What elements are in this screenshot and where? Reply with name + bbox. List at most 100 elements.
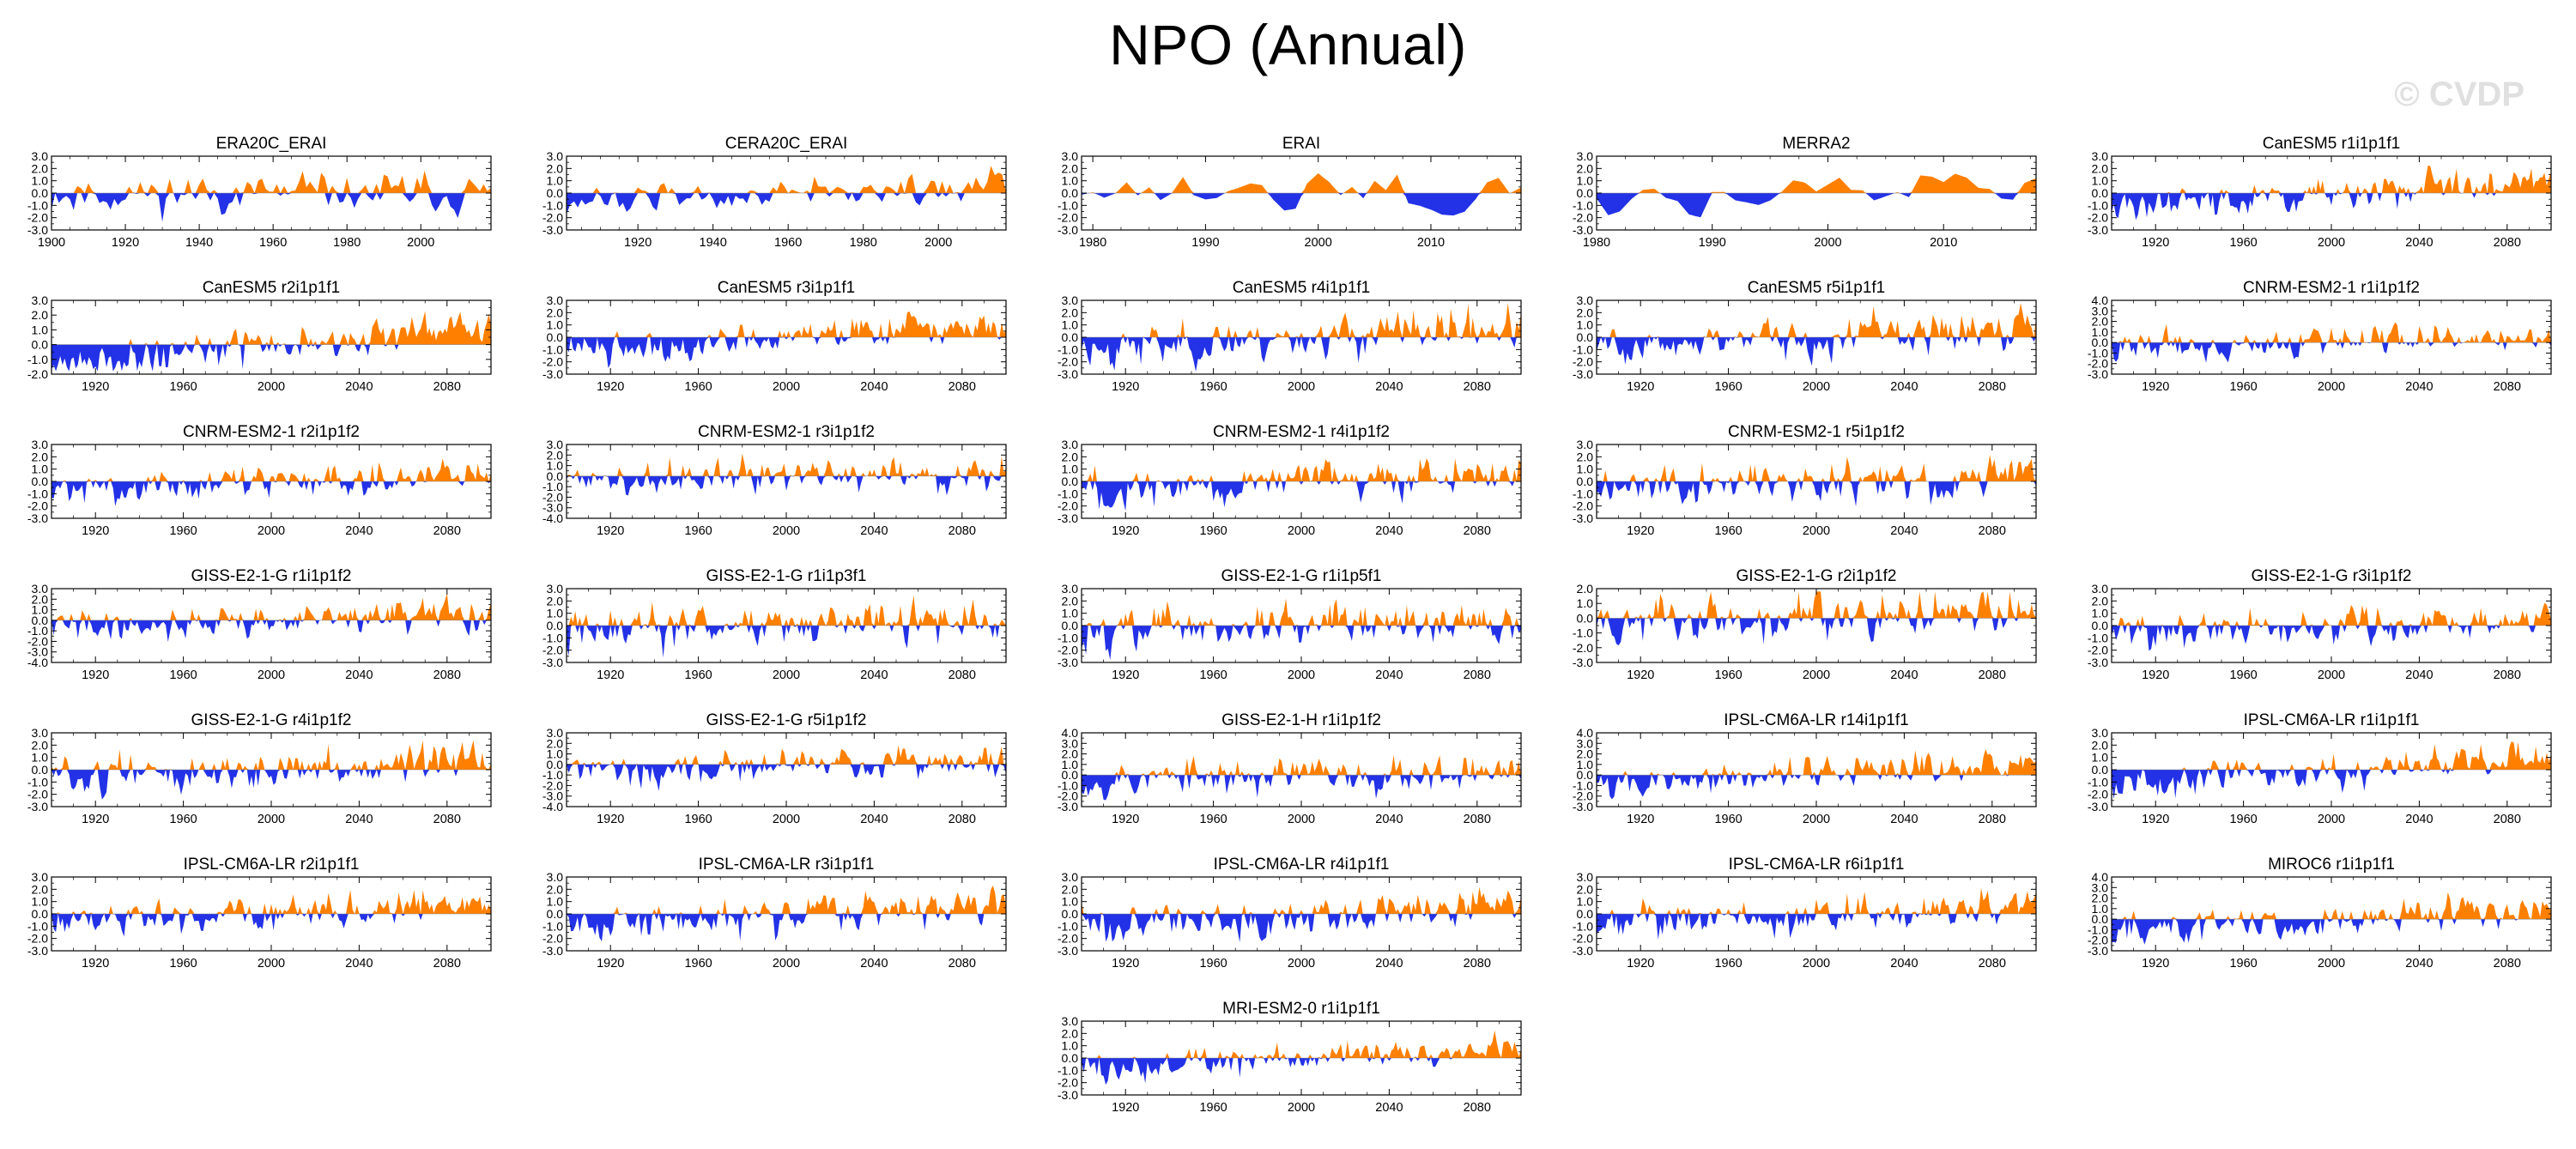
- ytick-label: 3.0: [1577, 870, 1594, 884]
- xtick-label: 2040: [860, 380, 888, 394]
- xtick-label: 2000: [258, 380, 285, 394]
- ytick-label: 3.0: [2092, 726, 2109, 740]
- positive-area: [52, 458, 491, 481]
- xtick-label: 1980: [1583, 236, 1610, 250]
- ytick-label: 3.0: [1062, 582, 1079, 596]
- xtick-label: 1920: [1627, 524, 1654, 538]
- xtick-label: 2040: [345, 668, 373, 682]
- ytick-label: 3.0: [32, 438, 49, 451]
- ytick-label: 4.0: [1577, 726, 1594, 740]
- xtick-label: 2040: [345, 524, 373, 538]
- positive-area: [567, 745, 1006, 765]
- negative-area: [52, 620, 491, 642]
- xtick-label: 1920: [1627, 668, 1654, 682]
- ytick-label: 3.0: [547, 870, 564, 884]
- xtick-label: 2080: [1464, 813, 1491, 826]
- xtick-label: 1960: [169, 957, 197, 971]
- ytick-label: 0.0: [2092, 912, 2109, 926]
- ytick-label: -3.0: [1058, 944, 1078, 958]
- ytick-label: 3.0: [1062, 870, 1079, 884]
- ytick-label: 1.0: [547, 747, 564, 761]
- xtick-label: 2000: [773, 813, 800, 826]
- panel-mri-esm2-0-r1i1p1f1: MRI-ESM2-0 r1i1p1f1 3.02.01.00.0-1.0-2.0-…: [1058, 1000, 1522, 1115]
- ytick-label: -3.0: [2088, 944, 2108, 958]
- positive-area: [1082, 172, 1521, 193]
- xtick-label: 1990: [1191, 236, 1219, 250]
- ytick-label: -1.0: [27, 487, 48, 500]
- panel-title: GISS-E2-1-G r5i1p1f2: [706, 711, 867, 729]
- xtick-label: 2000: [1288, 668, 1315, 682]
- xtick-label: 1940: [185, 236, 213, 250]
- ytick-label: -2.0: [542, 355, 563, 369]
- xtick-label: 2000: [1288, 380, 1315, 394]
- ytick-label: -2.0: [1058, 355, 1078, 369]
- ytick-label: 0.0: [1062, 330, 1079, 344]
- xtick-label: 2080: [949, 957, 976, 971]
- negative-area: [1082, 1058, 1521, 1086]
- ytick-label: -2.0: [542, 778, 563, 792]
- xtick-label: 1980: [333, 236, 361, 250]
- xtick-label: 2000: [1814, 236, 1841, 250]
- panel-title: ERAI: [1282, 135, 1320, 153]
- xtick-label: 1960: [684, 380, 712, 394]
- ytick-label: 0.0: [1062, 186, 1079, 200]
- ytick-label: -2.0: [27, 634, 48, 648]
- ytick-label: 1.0: [1062, 318, 1079, 332]
- xtick-label: 1960: [169, 380, 197, 394]
- panel-cnrm-esm2-1-r1i1p1f2: CNRM-ESM2-1 r1i1p1f24.03.02.01.00.0-1.0-…: [2088, 279, 2552, 394]
- xtick-label: 2080: [1979, 380, 2006, 394]
- xtick-label: 2040: [1890, 380, 1918, 394]
- xtick-label: 2000: [258, 813, 285, 826]
- ytick-label: 2.0: [547, 594, 564, 608]
- panel-canesm5-r3i1p1f1: CanESM5 r3i1p1f1 3.02.01.00.0-1.0-2.0-3.0…: [542, 279, 1007, 394]
- ytick-label: -1.0: [1058, 487, 1078, 500]
- ytick-label: 1.0: [32, 603, 49, 617]
- xtick-label: 1960: [1199, 380, 1227, 394]
- ytick-label: 2.0: [1062, 594, 1079, 608]
- xtick-label: 1920: [2142, 813, 2169, 826]
- ytick-label: 3.0: [1062, 1014, 1079, 1028]
- ytick-label: -1.0: [27, 198, 48, 212]
- ytick-label: -1.0: [27, 775, 48, 789]
- ytick-label: 1.0: [547, 607, 564, 620]
- ytick-label: -2.0: [27, 499, 48, 513]
- xtick-label: 1920: [624, 236, 652, 250]
- ytick-label: -3.0: [1573, 944, 1593, 958]
- plot-frame: [1081, 732, 1522, 807]
- xtick-label: 2000: [1803, 668, 1830, 682]
- ytick-label: -1.0: [1573, 919, 1593, 933]
- panel-title: MIROC6 r1i1p1f1: [2268, 856, 2395, 874]
- ytick-label: -2.0: [542, 644, 563, 657]
- panel-title: CanESM5 r2i1p1f1: [203, 279, 341, 297]
- ytick-label: 2.0: [1577, 450, 1594, 463]
- xtick-label: 2000: [773, 380, 800, 394]
- ytick-label: -2.0: [1058, 644, 1078, 657]
- negative-area: [2112, 770, 2551, 799]
- ytick-label: -2.0: [1573, 932, 1593, 946]
- xtick-label: 1990: [1699, 236, 1726, 250]
- ytick-label: -3.0: [2088, 800, 2108, 813]
- ytick-label: 3.0: [547, 438, 564, 451]
- ytick-label: -1.0: [542, 198, 563, 212]
- panel-ipsl-cm6a-lr-r6i1p1f1: IPSL-CM6A-LR r6i1p1f1 3.02.01.00.0-1.0-2.…: [1573, 856, 2037, 971]
- panel-cnrm-esm2-1-r5i1p1f2: CNRM-ESM2-1 r5i1p1f2 3.02.01.00.0-1.0-2.0…: [1573, 423, 2037, 538]
- negative-area: [2112, 193, 2551, 221]
- positive-area: [52, 311, 491, 345]
- panel-title: ERA20C_ERAI: [216, 135, 327, 153]
- xtick-label: 1920: [2142, 380, 2169, 394]
- xtick-label: 1960: [1199, 957, 1227, 971]
- xtick-label: 1920: [2142, 668, 2169, 682]
- ytick-label: -3.0: [1573, 223, 1593, 237]
- xtick-label: 2080: [2494, 236, 2521, 250]
- panel-title: GISS-E2-1-H r1i1p1f2: [1221, 711, 1381, 729]
- panel-title: CERA20C_ERAI: [725, 135, 848, 153]
- ytick-label: -1.0: [2088, 346, 2108, 360]
- ytick-label: 2.0: [2092, 738, 2109, 752]
- ytick-label: -3.0: [1058, 223, 1078, 237]
- ytick-label: 0.0: [32, 907, 49, 921]
- xtick-label: 1960: [2229, 236, 2257, 250]
- ytick-label: -2.0: [542, 490, 563, 504]
- ytick-label: -3.0: [1573, 656, 1593, 669]
- panel-giss-e2-1-h-r1i1p1f2: GISS-E2-1-H r1i1p1f24.03.02.01.00.0-1.0-…: [1058, 711, 1522, 826]
- ytick-label: -2.0: [2088, 934, 2108, 947]
